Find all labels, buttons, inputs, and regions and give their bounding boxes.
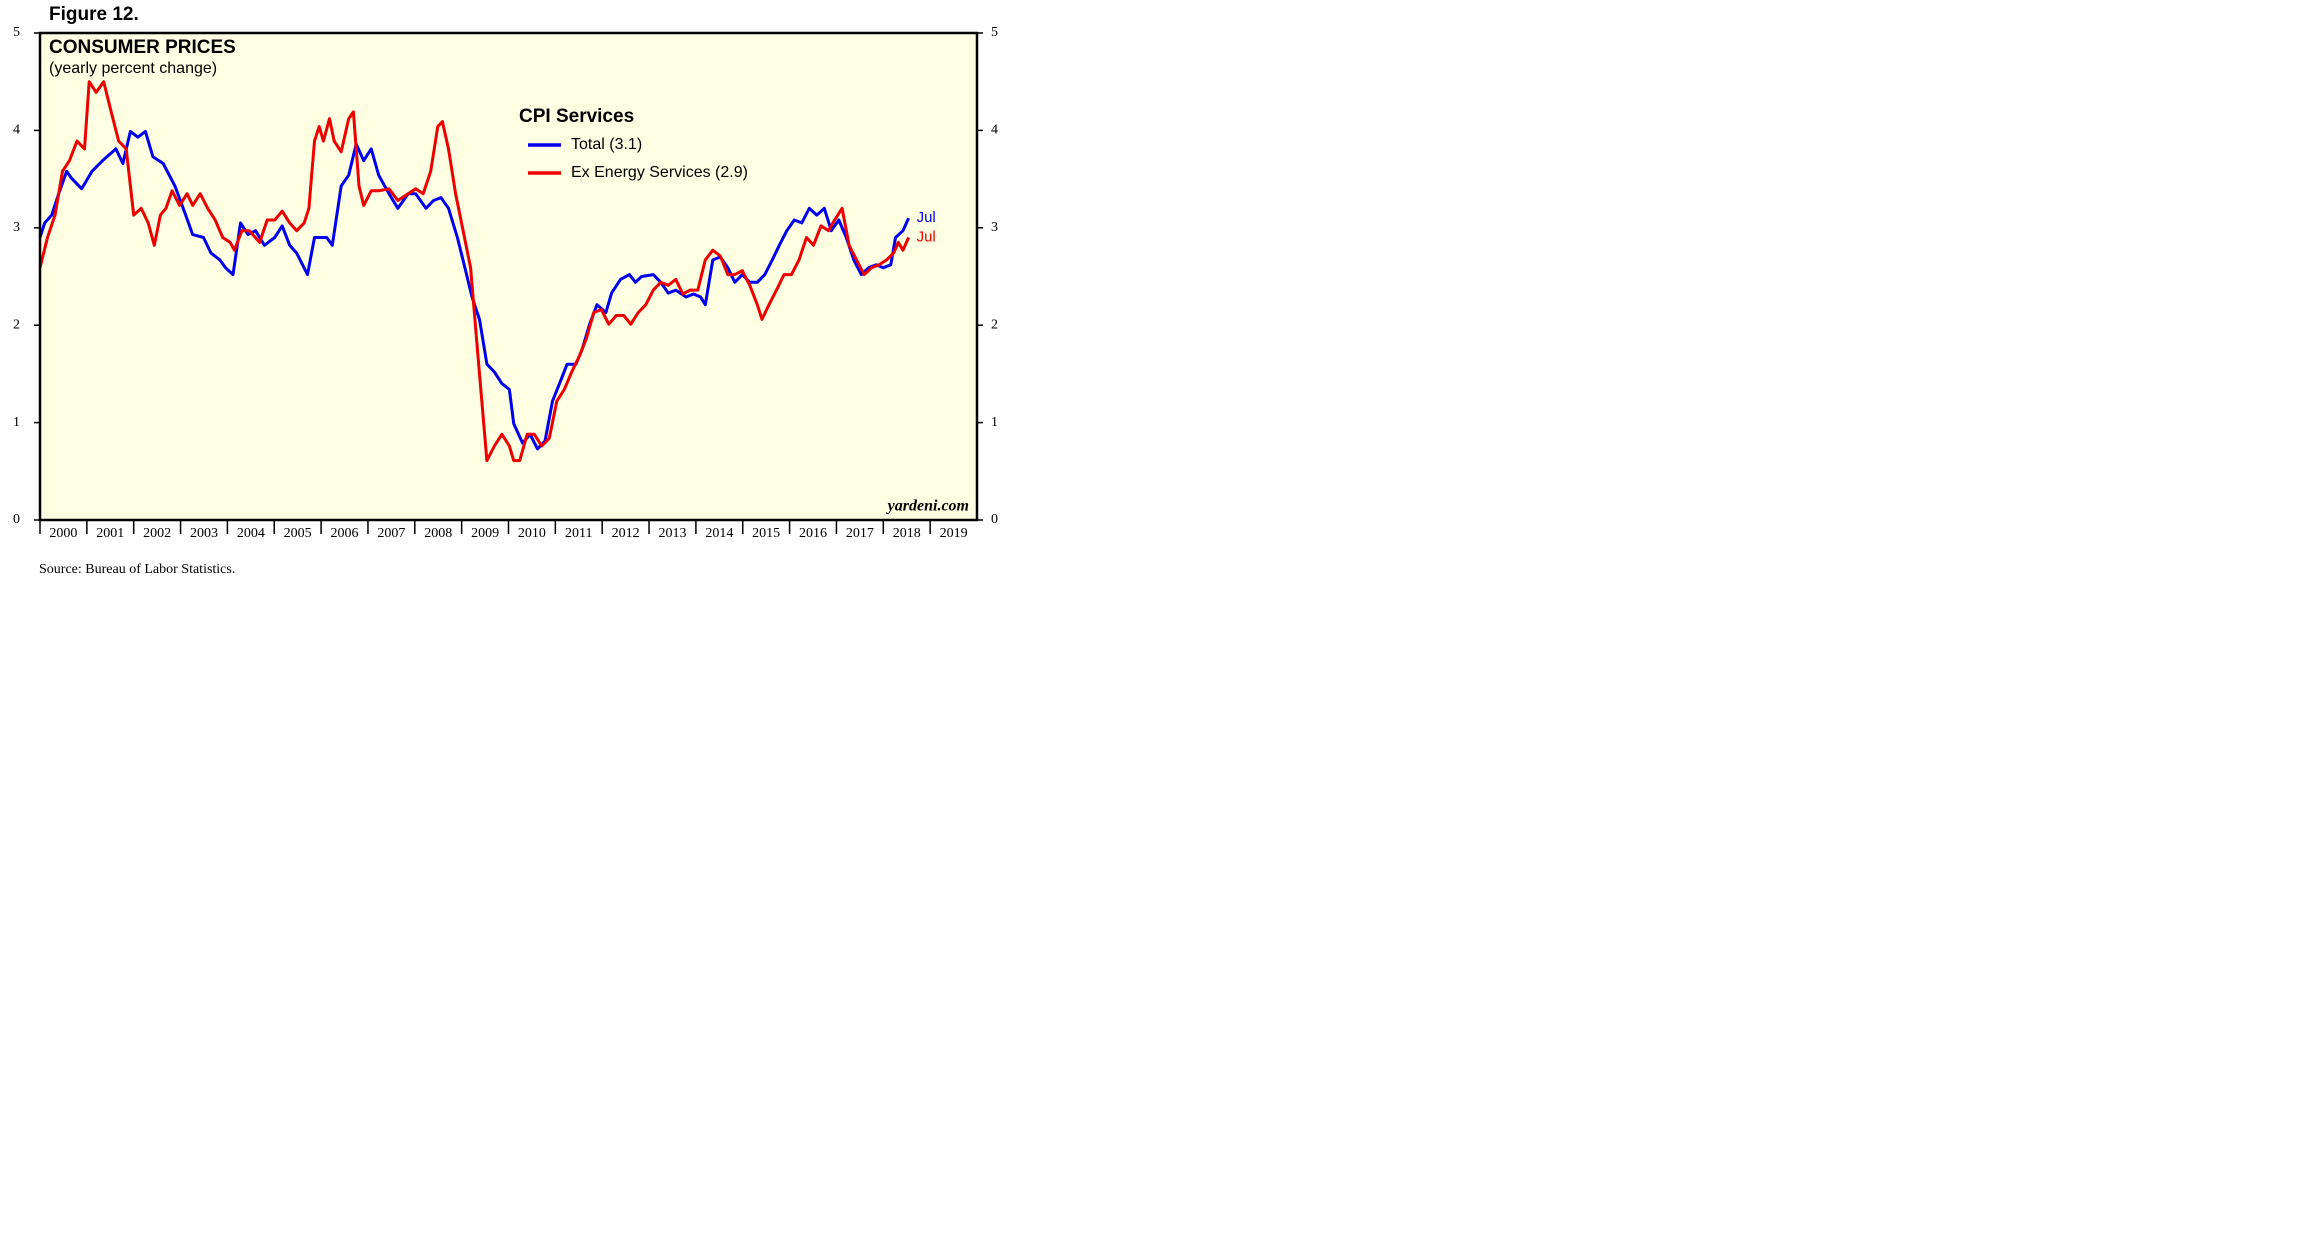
x-tick-label: 2004 bbox=[237, 526, 265, 541]
x-tick-label: 2006 bbox=[331, 526, 359, 541]
plot-frame bbox=[38, 31, 979, 522]
y-tick-label: 2 bbox=[13, 317, 20, 332]
x-tick-label: 2013 bbox=[658, 526, 686, 541]
y2-tick-label: 1 bbox=[991, 415, 998, 430]
x-tick-label: 2019 bbox=[940, 526, 968, 541]
x-tick-label: 2017 bbox=[846, 526, 874, 541]
x-tick-label: 2015 bbox=[752, 526, 780, 541]
y2-tick-label: 2 bbox=[991, 317, 998, 332]
watermark: yardeni.com bbox=[886, 498, 969, 515]
x-tick-label: 2009 bbox=[471, 526, 499, 541]
legend-title: CPI Services bbox=[519, 106, 634, 127]
x-tick-label: 2014 bbox=[705, 526, 733, 541]
series-line bbox=[38, 129, 910, 451]
x-tick-label: 2010 bbox=[518, 526, 546, 541]
y2-tick-label: 0 bbox=[991, 512, 998, 527]
x-tick-label: 2003 bbox=[190, 526, 218, 541]
x-tick-label: 2011 bbox=[565, 526, 592, 541]
y-tick-label: 4 bbox=[13, 123, 20, 138]
y-tick-label: 5 bbox=[13, 25, 20, 40]
series-line bbox=[38, 80, 910, 463]
x-tick-label: 2012 bbox=[612, 526, 640, 541]
x-tick-label: 2001 bbox=[96, 526, 124, 541]
x-tick-label: 2008 bbox=[424, 526, 452, 541]
y-tick-label: 0 bbox=[13, 512, 20, 527]
x-tick-label: 2002 bbox=[143, 526, 171, 541]
plot-background bbox=[40, 33, 977, 520]
y-tick-label: 3 bbox=[13, 220, 20, 235]
legend-label: Total (3.1) bbox=[571, 136, 642, 153]
chart-subtitle: (yearly percent change) bbox=[49, 60, 217, 77]
x-tick-label: 2005 bbox=[284, 526, 312, 541]
end-label: Jul bbox=[917, 229, 936, 246]
end-label: Jul bbox=[917, 209, 936, 226]
chart-title: CONSUMER PRICES bbox=[49, 37, 236, 58]
source: Source: Bureau of Labor Statistics. bbox=[39, 562, 235, 577]
x-tick-label: 2016 bbox=[799, 526, 827, 541]
x-tick-label: 2000 bbox=[49, 526, 77, 541]
y-tick-label: 1 bbox=[13, 415, 20, 430]
y2-tick-label: 3 bbox=[991, 220, 998, 235]
figure-label: Figure 12. bbox=[49, 4, 139, 25]
legend-label: Ex Energy Services (2.9) bbox=[571, 164, 748, 181]
y2-tick-label: 4 bbox=[991, 123, 998, 138]
x-tick-label: 2007 bbox=[377, 526, 405, 541]
x-tick-label: 2018 bbox=[893, 526, 921, 541]
y2-tick-label: 5 bbox=[991, 25, 998, 40]
